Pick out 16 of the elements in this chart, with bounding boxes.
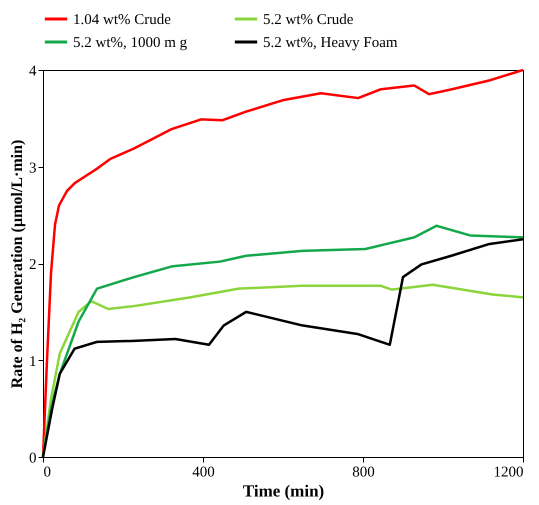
y-tick-label: 4 [29, 64, 37, 80]
x-tick-label: 800 [352, 464, 375, 480]
x-tick-label: 400 [192, 464, 215, 480]
legend-label: 5.2 wt%, Heavy Foam [263, 35, 398, 51]
y-tick-label: 0 [29, 450, 36, 466]
y-axis-title: Rate of H₂ Generation (µmol/L·min) [9, 140, 26, 388]
x-axis-title: Time (min) [242, 482, 324, 500]
legend-label: 5.2 wt%, 1000 m g [73, 35, 188, 51]
line-series [42, 68, 524, 458]
y-tick-label: 2 [29, 257, 36, 273]
x-tick-label: 1200 [494, 464, 524, 480]
y-tick-label: 3 [29, 160, 36, 176]
x-tick-label: 0 [44, 464, 51, 480]
legend-label: 1.04 wt% Crude [73, 12, 172, 28]
legend-label: 5.2 wt% Crude [263, 12, 354, 28]
y-tick-label: 1 [29, 354, 36, 370]
